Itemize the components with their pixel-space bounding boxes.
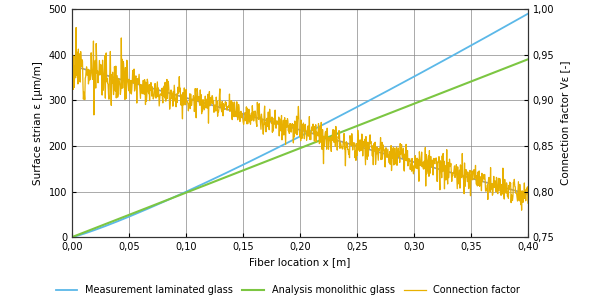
Y-axis label: Connection factor Vε [-]: Connection factor Vε [-] [560, 61, 570, 185]
X-axis label: Fiber location x [m]: Fiber location x [m] [250, 257, 350, 268]
Legend: Measurement laminated glass, Analysis monolithic glass, Connection factor: Measurement laminated glass, Analysis mo… [52, 282, 524, 299]
Y-axis label: Surface strian ε [μm/m]: Surface strian ε [μm/m] [33, 61, 43, 185]
